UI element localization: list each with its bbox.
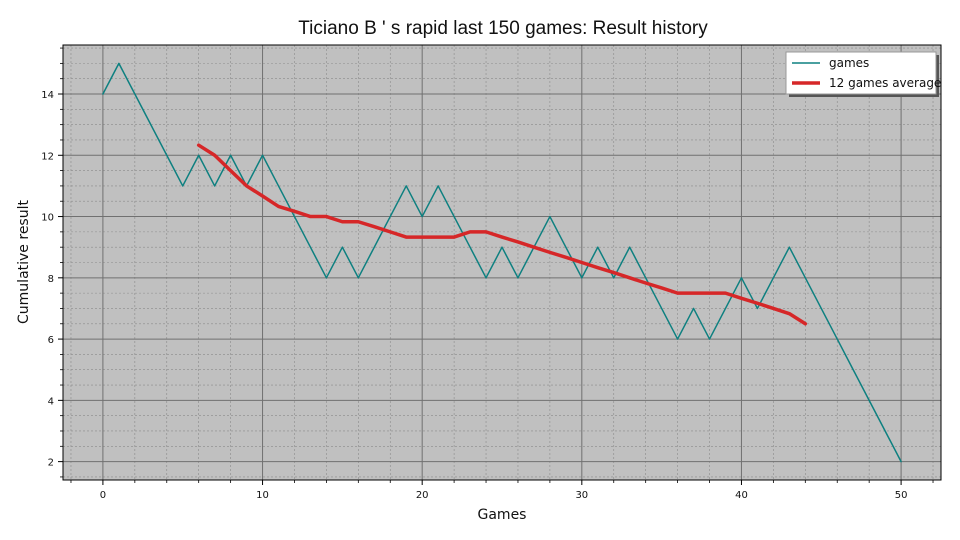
y-axis: 2 4 6 8 10 12 14: [41, 47, 63, 478]
y-tick-label: 10: [41, 213, 54, 224]
y-tick-label: 2: [48, 458, 54, 469]
x-tick-label: 50: [895, 490, 908, 501]
major-grid: [63, 45, 941, 480]
games-series-line: [102, 62, 902, 463]
chart-title: Ticiano B ' s rapid last 150 games: Resu…: [298, 18, 708, 39]
x-tick-label: 0: [100, 490, 106, 501]
legend-box: [785, 51, 937, 95]
y-tick-label: 14: [41, 90, 54, 101]
x-axis: 0 10 20 30 40 50: [70, 480, 934, 501]
legend: games 12 games average: [785, 51, 941, 97]
y-axis-label: Cumulative result: [16, 200, 32, 324]
x-tick-label: 30: [575, 490, 588, 501]
y-tick-label: 6: [48, 335, 54, 346]
x-tick-label: 40: [735, 490, 748, 501]
average-series-line: [196, 143, 808, 326]
legend-label: games: [829, 56, 869, 70]
legend-label: 12 games average: [829, 76, 941, 90]
x-tick-label: 10: [256, 490, 269, 501]
x-axis-label: Games: [478, 507, 527, 523]
series-layer: [102, 62, 902, 463]
y-tick-label: 12: [41, 151, 54, 162]
minor-grid: [63, 45, 941, 480]
x-tick-label: 20: [416, 490, 429, 501]
plot-area: [63, 45, 941, 480]
y-tick-label: 4: [48, 396, 54, 407]
y-tick-label: 8: [48, 274, 54, 285]
